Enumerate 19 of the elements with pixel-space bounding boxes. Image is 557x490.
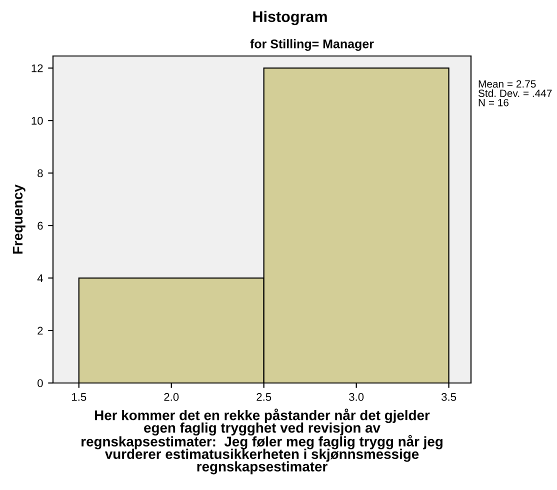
y-tick-label: 0: [38, 379, 43, 388]
x-tick-label: 1.5: [72, 393, 86, 401]
chart-title: Histogram: [253, 10, 327, 26]
y-tick-label: 6: [38, 222, 43, 230]
x-axis-title: Her kommer det en rekke påstander når det gjelder egen faglig trygghet ved revisjon av regnskapsestimater: Jeg føler meg faglig trygg når jeg vurderer estimatusikkerheten i skjønnsmessige regnskapsestimater: [82, 408, 442, 474]
x-tick-label: 2.5: [256, 393, 272, 401]
x-tick-label: 3.5: [442, 393, 456, 401]
x-tick-label: 3.0: [349, 393, 364, 401]
text: Mean = 2.75: [478, 80, 536, 88]
y-axis-title: Frequency: [12, 184, 26, 254]
text: Std. Dev. = .447: [478, 89, 552, 97]
y-tick-label: 4: [37, 274, 43, 282]
y-tick-label: 10: [32, 116, 43, 125]
chart-subtitle: for Stilling= Manager: [250, 39, 374, 51]
x-tick-label: 2.0: [164, 393, 179, 401]
y-tick-label: 12: [32, 64, 43, 72]
text: N = 16: [478, 98, 509, 106]
y-tick-label: 8: [38, 169, 43, 178]
y-tick-label: 2: [38, 326, 43, 335]
